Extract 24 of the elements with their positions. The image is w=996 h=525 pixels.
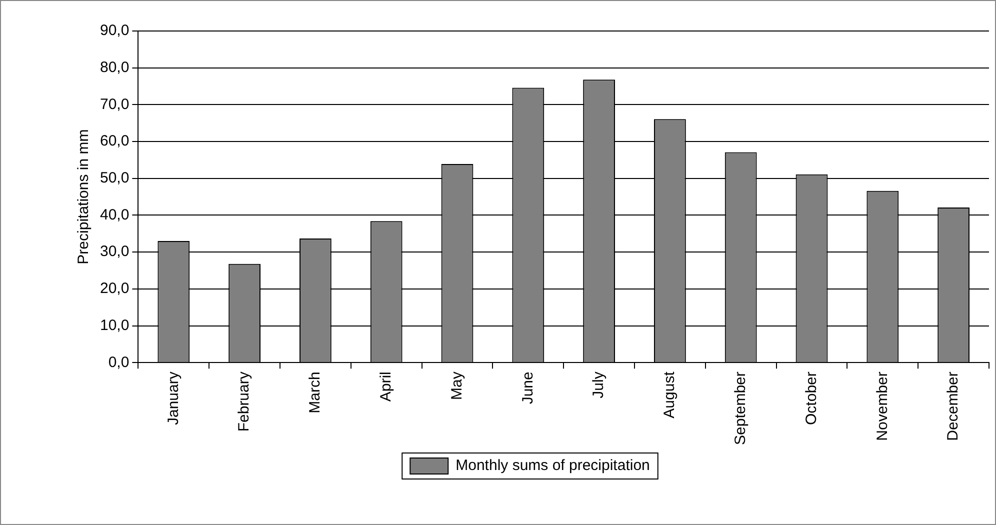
x-tick-label: April — [377, 372, 394, 402]
y-tick-label: 70,0 — [100, 96, 130, 113]
x-tick-label: June — [519, 372, 536, 404]
y-tick-label: 30,0 — [100, 243, 130, 260]
x-tick-label: August — [661, 370, 678, 418]
x-tick-label: January — [164, 371, 182, 425]
x-tick-label: November — [874, 372, 891, 441]
y-tick-label: 60,0 — [100, 132, 130, 150]
y-tick-label: 90,0 — [100, 22, 130, 40]
y-axis-title: Precipitations in mm — [75, 129, 92, 264]
y-tick-label: 80,0 — [100, 58, 130, 76]
x-tick-label: September — [732, 372, 749, 445]
y-tick-label: 0,0 — [108, 354, 130, 371]
x-tick-label: February — [236, 371, 253, 432]
y-tick-label: 20,0 — [100, 280, 130, 298]
x-tick-label: May — [448, 371, 466, 400]
y-tick-label: 40,0 — [100, 206, 130, 224]
y-tick-label: 50,0 — [100, 170, 130, 187]
x-tick-label: March — [306, 372, 324, 414]
x-tick-label: October — [802, 372, 820, 425]
y-tick-label: 10,0 — [100, 316, 130, 334]
x-tick-label: December — [944, 372, 962, 441]
x-tick-label: July — [590, 371, 608, 398]
legend-label: Monthly sums of precipitation — [456, 457, 650, 474]
